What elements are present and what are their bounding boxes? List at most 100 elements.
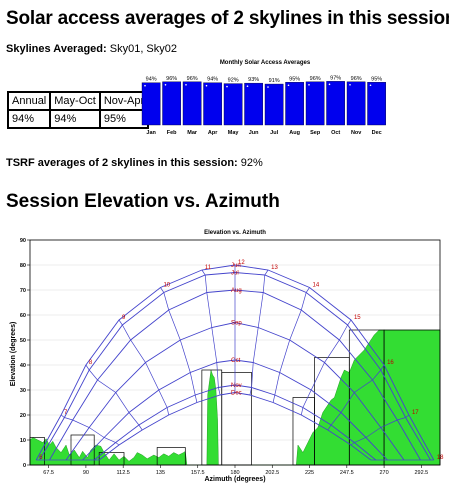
table-header-may-oct: May-Oct bbox=[50, 92, 100, 110]
month-tick-label: Jun bbox=[249, 130, 259, 136]
bar-mar bbox=[182, 81, 202, 126]
hour-label: 14 bbox=[313, 283, 320, 289]
hour-label: 17 bbox=[412, 410, 419, 416]
bar-jul bbox=[264, 83, 284, 126]
hour-line bbox=[300, 319, 352, 416]
bar-marker-dec bbox=[369, 84, 372, 87]
section-heading: Session Elevation vs. Azimuth bbox=[6, 191, 280, 212]
x-tick-label: 270 bbox=[379, 470, 388, 476]
tsrf-line: TSRF averages of 2 skylines in this sess… bbox=[6, 157, 263, 169]
month-path-label: Oct bbox=[231, 358, 241, 364]
x-tick-label: 157.5 bbox=[191, 470, 205, 476]
skyline-obstruction bbox=[218, 329, 441, 466]
bar-feb bbox=[162, 81, 181, 126]
bar-value-label: 94% bbox=[146, 77, 157, 83]
table-value-may-oct: 94% bbox=[50, 110, 100, 128]
bar-value-label: 95% bbox=[289, 76, 300, 82]
hour-label: 16 bbox=[387, 360, 394, 366]
obstruction-box bbox=[29, 437, 45, 466]
bar-marker-jun bbox=[246, 85, 249, 87]
skyline-obstruction bbox=[186, 369, 219, 466]
averages-table: Annual May-Oct Nov-Apr 94% 94% 95% bbox=[7, 91, 150, 129]
bar-may bbox=[223, 83, 243, 126]
table-value-annual: 94% bbox=[8, 110, 51, 128]
hour-label: 10 bbox=[163, 283, 170, 289]
bar-marker-oct bbox=[328, 83, 331, 86]
x-tick-label: 247.5 bbox=[340, 470, 354, 476]
table-value-nov-apr: 95% bbox=[99, 110, 149, 128]
bar-value-label: 92% bbox=[228, 78, 239, 84]
bar-value-label: 95% bbox=[371, 76, 382, 82]
hour-label: 12 bbox=[238, 260, 245, 266]
y-tick-label: 30 bbox=[20, 388, 26, 394]
hour-label: 8 bbox=[89, 360, 93, 366]
month-tick-label: Nov bbox=[351, 130, 362, 136]
page-heading: Solar access averages of 2 skylines in t… bbox=[6, 8, 449, 29]
skylines-averaged-line: Skylines Averaged: Sky01, Sky02 bbox=[6, 43, 177, 55]
bar-marker-mar bbox=[185, 84, 187, 86]
sun-path-dec bbox=[98, 392, 372, 461]
bar-value-label: 97% bbox=[330, 75, 341, 81]
obstruction-box bbox=[201, 369, 223, 466]
y-axis-label: Elevation (degrees) bbox=[10, 322, 17, 387]
x-tick-label: 135 bbox=[156, 470, 165, 476]
sun-path-oct bbox=[82, 359, 388, 461]
bar-marker-apr bbox=[205, 84, 208, 87]
obstruction-box bbox=[314, 357, 350, 466]
month-path-label: Nov bbox=[231, 383, 242, 389]
hour-label: 18 bbox=[437, 455, 444, 461]
obstruction-box bbox=[156, 447, 186, 466]
bar-value-label: 96% bbox=[351, 76, 362, 82]
y-tick-label: 90 bbox=[20, 238, 26, 244]
month-path-label: Dec bbox=[231, 391, 242, 397]
hour-line bbox=[272, 287, 310, 403]
hour-label: 7 bbox=[64, 410, 68, 416]
hour-label: 13 bbox=[271, 265, 278, 271]
month-tick-label: Aug bbox=[289, 130, 300, 136]
obstruction-box bbox=[292, 397, 315, 466]
y-tick-label: 0 bbox=[23, 463, 26, 469]
hour-line bbox=[118, 319, 170, 416]
hour-line bbox=[249, 269, 269, 396]
hour-label: 6 bbox=[39, 455, 43, 461]
y-tick-label: 60 bbox=[20, 313, 26, 319]
bar-nov bbox=[346, 81, 366, 126]
table-header-nov-apr: Nov-Apr bbox=[99, 92, 149, 110]
bar-sep bbox=[305, 81, 325, 126]
bar-oct bbox=[326, 81, 345, 126]
skyline-obstruction bbox=[29, 437, 188, 466]
sun-path-nov bbox=[93, 384, 377, 461]
bar-marker-may bbox=[226, 85, 228, 88]
month-tick-label: May bbox=[228, 130, 240, 136]
month-tick-label: Jan bbox=[146, 130, 156, 136]
monthly-chart-title: Monthly Solar Access Averages bbox=[220, 60, 311, 66]
month-path-label: Jul bbox=[231, 271, 239, 277]
hour-line bbox=[60, 414, 120, 446]
hour-line bbox=[201, 269, 221, 396]
skylines-label: Skylines Averaged: bbox=[6, 43, 107, 55]
bar-value-label: 96% bbox=[166, 76, 177, 82]
tsrf-label: TSRF averages of 2 skylines in this sess… bbox=[6, 157, 238, 169]
bar-marker-aug bbox=[287, 84, 290, 87]
obstruction-box bbox=[98, 452, 125, 466]
bar-marker-feb bbox=[164, 84, 167, 86]
y-tick-label: 10 bbox=[20, 438, 26, 444]
hour-label: 15 bbox=[354, 315, 361, 321]
bar-value-label: 94% bbox=[207, 77, 218, 83]
hour-label: 11 bbox=[205, 265, 212, 271]
y-tick-label: 70 bbox=[20, 288, 26, 294]
month-tick-label: Sep bbox=[310, 130, 321, 136]
y-tick-label: 50 bbox=[20, 338, 26, 344]
hour-line bbox=[85, 364, 143, 431]
bar-value-label: 93% bbox=[248, 77, 259, 83]
sun-path-jun bbox=[35, 264, 435, 461]
bar-dec bbox=[367, 82, 386, 126]
obstruction-box bbox=[383, 329, 441, 466]
bar-value-label: 91% bbox=[269, 78, 280, 84]
x-tick-label: 202.5 bbox=[265, 470, 279, 476]
bar-aug bbox=[285, 82, 304, 126]
tsrf-value: 92% bbox=[240, 157, 263, 169]
table-header-annual: Annual bbox=[8, 92, 51, 110]
